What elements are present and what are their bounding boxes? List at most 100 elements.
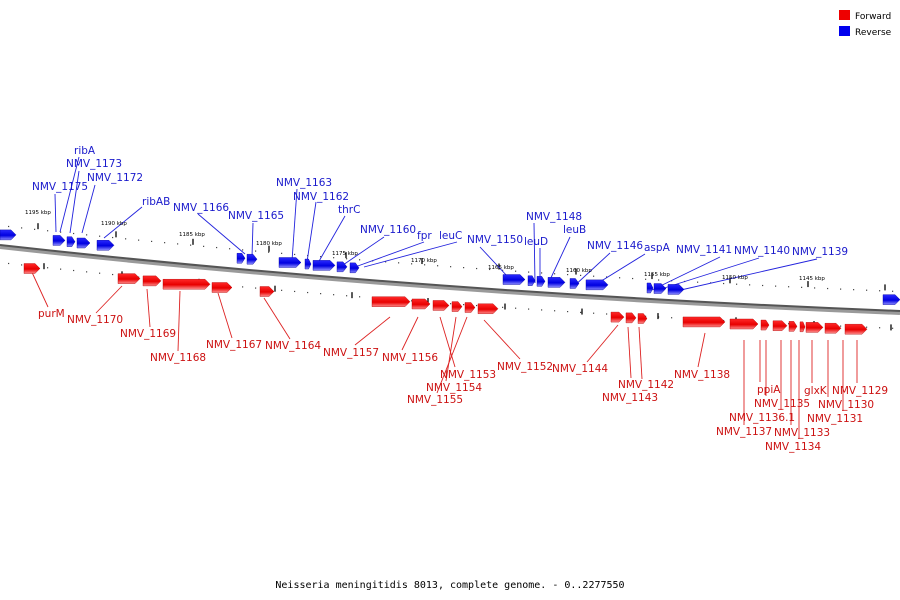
gene-label-nmv-1164[interactable]: NMV_1164 [265,340,321,352]
gene-label-nmv-1165[interactable]: NMV_1165 [228,210,284,222]
gene-label-nmv-1173[interactable]: NMV_1173 [66,158,122,170]
forward-gene-arrow[interactable] [760,319,770,331]
gene-label-nmv-1144[interactable]: NMV_1144 [552,363,608,375]
reverse-gene-arrow[interactable] [527,275,536,286]
gene-label-nmv-1163[interactable]: NMV_1163 [276,177,332,189]
reverse-gene-arrow[interactable] [502,274,526,285]
reverse-gene-arrow[interactable] [96,240,115,251]
forward-gene-arrow[interactable] [799,321,806,333]
reverse-gene-arrow[interactable] [349,262,360,274]
guide-dot [515,307,517,309]
forward-gene-arrow[interactable] [371,296,411,307]
reverse-gene-arrow[interactable] [547,277,566,288]
gene-label-nmv-1137[interactable]: NMV_1137 [716,426,772,438]
reverse-gene-arrow[interactable] [76,237,91,249]
gene-label-leuC[interactable]: leuC [439,230,462,242]
gene-label-nmv-1160[interactable]: NMV_1160 [360,224,416,236]
forward-gene-arrow[interactable] [637,313,648,324]
gene-label-nmv-1140[interactable]: NMV_1140 [734,245,790,257]
gene-label-glxK[interactable]: glxK [804,385,828,397]
gene-label-nmv-1167[interactable]: NMV_1167 [206,339,262,351]
forward-gene-arrow[interactable] [259,286,275,297]
reverse-gene-arrow[interactable] [536,276,546,287]
forward-gene-arrow[interactable] [788,321,798,332]
reverse-gene-arrow[interactable] [52,235,66,246]
reverse-gene-arrow[interactable] [304,258,312,270]
gene-label-nmv-1157[interactable]: NMV_1157 [323,347,379,359]
reverse-gene-arrow[interactable] [236,253,246,264]
guide-dot [528,308,530,310]
gene-label-nmv-1169[interactable]: NMV_1169 [120,328,176,340]
reverse-gene-arrow[interactable] [882,294,900,305]
reverse-gene-arrow[interactable] [667,284,685,295]
gene-label-nmv-1150[interactable]: NMV_1150 [467,234,523,246]
gene-label-nmv-1138[interactable]: NMV_1138 [674,369,730,381]
gene-label-nmv-1154[interactable]: NMV_1154 [426,382,482,394]
guide-dot [320,293,322,295]
gene-label-nmv-1136-1[interactable]: NMV_1136.1 [729,412,795,424]
gene-label-nmv-1129[interactable]: NMV_1129 [832,385,888,397]
guide-dot [73,232,75,235]
gene-label-nmv-1131[interactable]: NMV_1131 [807,413,863,425]
gene-label-nmv-1130[interactable]: NMV_1130 [818,399,874,411]
gene-label-nmv-1142[interactable]: NMV_1142 [618,379,674,391]
gene-label-nmv-1175[interactable]: NMV_1175 [32,181,88,193]
gene-label-nmv-1156[interactable]: NMV_1156 [382,352,438,364]
forward-gene-arrow[interactable] [142,275,162,287]
forward-gene-arrow[interactable] [477,303,499,314]
forward-gene-arrow[interactable] [411,298,431,310]
gene-label-leuD[interactable]: leuD [524,236,548,248]
gene-label-nmv-1139[interactable]: NMV_1139 [792,246,848,258]
forward-gene-arrow[interactable] [824,322,842,334]
forward-gene-arrow[interactable] [772,320,788,331]
forward-gene-arrow[interactable] [162,279,211,290]
gene-label-nmv-1170[interactable]: NMV_1170 [67,314,123,326]
forward-gene-arrow[interactable] [729,318,759,330]
gene-label-nmv-1148[interactable]: NMV_1148 [526,211,582,223]
reverse-gene-arrow[interactable] [653,283,667,294]
gene-label-purM[interactable]: purM [38,308,65,320]
gene-label-ribA[interactable]: ribA [74,145,96,157]
forward-gene-arrow[interactable] [625,312,637,324]
gene-label-nmv-1135[interactable]: NMV_1135 [754,398,810,410]
guide-dot [60,231,62,233]
gene-label-nmv-1141[interactable]: NMV_1141 [676,244,732,256]
gene-label-nmv-1153[interactable]: NMV_1153 [440,369,496,381]
forward-gene-arrow[interactable] [844,323,868,335]
gene-label-nmv-1155[interactable]: NMV_1155 [407,394,463,406]
reverse-gene-arrow[interactable] [246,254,258,265]
gene-label-aspA[interactable]: aspA [644,242,671,254]
gene-label-nmv-1133[interactable]: NMV_1133 [774,427,830,439]
reverse-gene-arrow[interactable] [336,261,348,273]
forward-gene-arrow[interactable] [682,316,726,328]
gene-label-nmv-1134[interactable]: NMV_1134 [765,441,821,453]
reverse-gene-arrow[interactable] [66,236,76,247]
forward-gene-arrow[interactable] [805,322,824,333]
reverse-gene-arrow[interactable] [569,278,580,289]
forward-gene-arrow[interactable] [451,301,463,312]
forward-gene-arrow[interactable] [117,273,141,284]
gene-label-nmv-1152[interactable]: NMV_1152 [497,361,553,373]
gene-label-ppiA[interactable]: ppiA [757,384,781,396]
gene-label-nmv-1168[interactable]: NMV_1168 [150,352,206,364]
reverse-gene-arrow[interactable] [278,257,302,268]
reverse-gene-arrow[interactable] [585,279,609,291]
reverse-gene-arrow[interactable] [312,260,336,271]
forward-gene-arrow[interactable] [211,282,233,293]
gene-label-nmv-1162[interactable]: NMV_1162 [293,191,349,203]
forward-gene-arrow[interactable] [432,300,450,311]
gene-label-nmv-1166[interactable]: NMV_1166 [173,202,229,214]
guide-dot [333,294,335,296]
gene-label-ribAB[interactable]: ribAB [142,196,170,208]
forward-gene-arrow[interactable] [23,263,41,274]
forward-gene-arrow[interactable] [610,311,625,323]
gene-label-nmv-1146[interactable]: NMV_1146 [587,240,643,252]
forward-gene-arrow[interactable] [464,302,476,313]
reverse-gene-arrow[interactable] [0,229,17,241]
reverse-gene-arrow[interactable] [646,282,654,294]
gene-label-thrC[interactable]: thrC [338,204,360,216]
gene-label-nmv-1172[interactable]: NMV_1172 [87,172,143,184]
gene-label-leuB[interactable]: leuB [563,224,586,236]
gene-label-nmv-1143[interactable]: NMV_1143 [602,392,658,404]
gene-label-fpr[interactable]: fpr [417,230,432,242]
